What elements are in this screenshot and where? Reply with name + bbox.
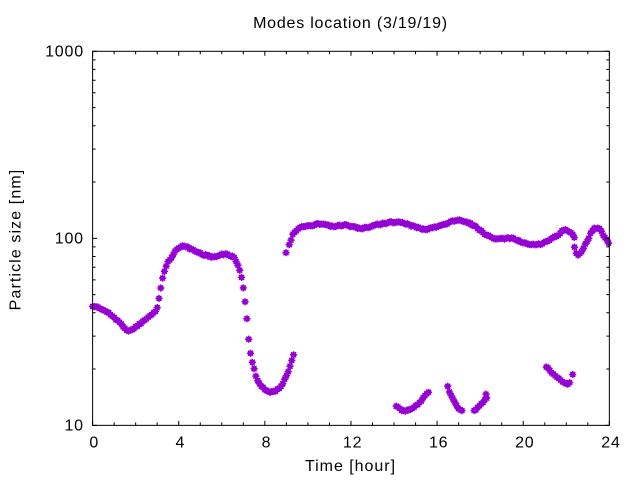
svg-text:16: 16 (429, 434, 448, 451)
svg-text:12: 12 (343, 434, 362, 451)
svg-text:Particle size [nm]: Particle size [nm] (8, 169, 25, 311)
svg-text:8: 8 (262, 434, 272, 451)
svg-text:Time [hour]: Time [hour] (305, 458, 396, 475)
svg-text:10: 10 (64, 418, 83, 435)
svg-text:20: 20 (515, 434, 534, 451)
svg-text:24: 24 (601, 434, 620, 451)
svg-text:100: 100 (55, 231, 84, 248)
svg-text:1000: 1000 (45, 44, 84, 61)
svg-text:4: 4 (175, 434, 185, 451)
svg-text:Modes location (3/19/19): Modes location (3/19/19) (253, 15, 448, 32)
svg-text:0: 0 (89, 434, 99, 451)
